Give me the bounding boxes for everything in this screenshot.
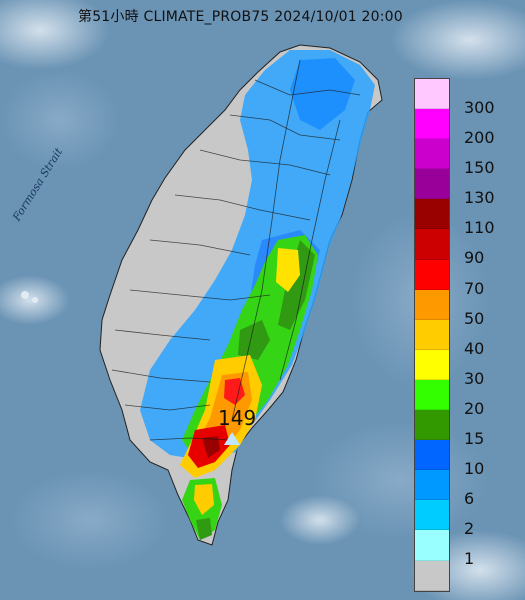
color-legend — [414, 78, 450, 592]
legend-label: 30 — [464, 368, 485, 388]
legend-label: 10 — [464, 459, 485, 479]
legend-label: 1 — [464, 549, 475, 569]
rain-core-yellow — [276, 248, 300, 292]
rain-core-red — [224, 378, 245, 405]
legend-swatch — [415, 410, 449, 441]
legend-label: 150 — [464, 158, 495, 178]
rain-band-blue — [140, 50, 375, 460]
legend-swatch — [415, 319, 449, 350]
legend-label: 40 — [464, 338, 485, 358]
legend-label: 110 — [464, 218, 495, 238]
legend-swatch — [415, 470, 449, 501]
legend-label: 15 — [464, 429, 485, 449]
legend-swatch — [415, 169, 449, 200]
max-rainfall-marker-icon — [224, 432, 240, 445]
legend-label: 200 — [464, 128, 495, 148]
legend-swatch — [415, 289, 449, 320]
legend-swatch — [415, 560, 449, 591]
legend-label: 130 — [464, 188, 495, 208]
legend-swatch — [415, 259, 449, 290]
legend-label: 50 — [464, 308, 485, 328]
legend-swatch — [415, 79, 449, 110]
legend-label: 2 — [464, 519, 475, 539]
legend-labels: 300 200 150 130 110 90 70 50 40 30 20 15 10 6 2 1 — [464, 93, 514, 575]
legend-swatch — [415, 229, 449, 260]
legend-swatch — [415, 379, 449, 411]
max-rainfall-value: 149 — [218, 406, 257, 430]
legend-swatch — [415, 199, 449, 230]
legend-swatch — [415, 109, 449, 140]
legend-swatch — [415, 139, 449, 170]
legend-label: 300 — [464, 98, 495, 117]
legend-swatch — [415, 440, 449, 471]
legend-label: 90 — [464, 248, 485, 268]
legend-label: 6 — [464, 489, 475, 509]
legend-label: 20 — [464, 398, 485, 418]
legend-swatch — [415, 349, 449, 380]
legend-swatch — [415, 530, 449, 561]
legend-label: 70 — [464, 278, 485, 298]
map-title: 第51小時 CLIMATE_PROB75 2024/10/01 20:00 — [78, 9, 403, 25]
legend-swatch — [415, 500, 449, 531]
